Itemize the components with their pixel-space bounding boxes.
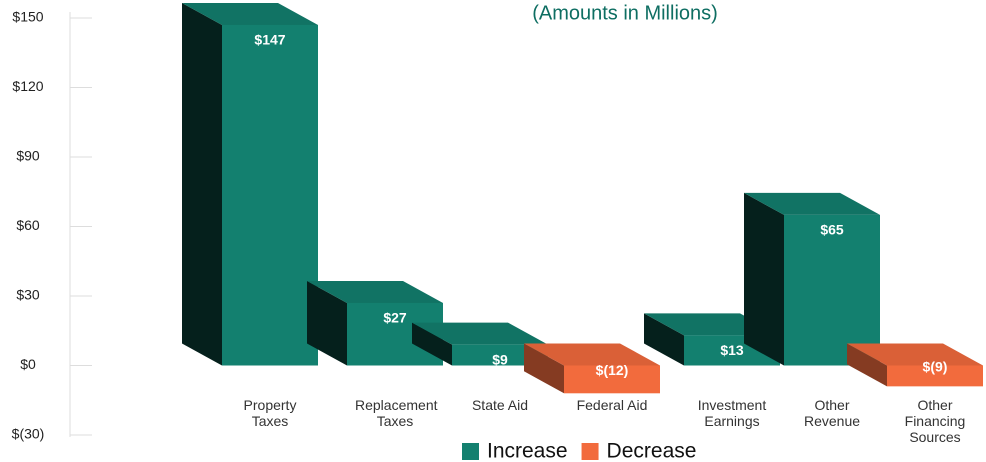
- x-tick-label: Property Taxes: [243, 397, 297, 429]
- bar-top: [182, 2, 318, 25]
- bar-side: [412, 322, 452, 366]
- bar-top: [412, 322, 548, 345]
- y-tick-label: $120: [12, 78, 43, 94]
- y-tick-label: $150: [12, 9, 43, 25]
- bar-side: [744, 192, 784, 366]
- bar-top: [307, 280, 443, 303]
- bar-top: [524, 343, 660, 366]
- chart-subtitle: (Amounts in Millions): [532, 2, 718, 24]
- data-label: $27: [383, 310, 407, 326]
- data-label: $65: [820, 222, 844, 238]
- bar-side: [644, 313, 684, 366]
- x-tick-label: State Aid: [471, 397, 529, 413]
- bar-side: [847, 343, 887, 387]
- x-tick-label: Replacement Taxes: [355, 397, 438, 429]
- y-tick-label: $30: [16, 287, 40, 303]
- data-label: $9: [492, 351, 508, 367]
- legend-label: Decrease: [607, 440, 697, 462]
- legend-swatch: [581, 443, 599, 460]
- bar-side: [307, 280, 347, 366]
- y-tick-label: $(30): [12, 426, 45, 442]
- y-tick-label: $60: [16, 217, 40, 233]
- bar-side: [524, 343, 564, 394]
- data-label: $(12): [596, 362, 629, 378]
- bar-top: [744, 192, 880, 215]
- data-label: $13: [720, 342, 744, 358]
- bar: [222, 24, 318, 366]
- bar: [564, 365, 660, 394]
- x-tick-label: Federal Aid: [576, 397, 648, 413]
- legend-label: Increase: [487, 440, 568, 462]
- data-label: $147: [254, 32, 285, 48]
- data-label: $(9): [923, 359, 948, 375]
- bar-side: [182, 2, 222, 366]
- x-tick-label: Other Revenue: [803, 397, 861, 429]
- x-tick-label: Investment Earnings: [697, 397, 767, 429]
- bar: [887, 365, 983, 387]
- bar-top: [847, 343, 983, 366]
- y-tick-label: $90: [16, 148, 40, 164]
- bar: [784, 214, 880, 366]
- y-tick-label: $0: [20, 356, 36, 372]
- x-tick-label: Other Financing Sources: [904, 397, 966, 445]
- legend-swatch: [462, 443, 479, 460]
